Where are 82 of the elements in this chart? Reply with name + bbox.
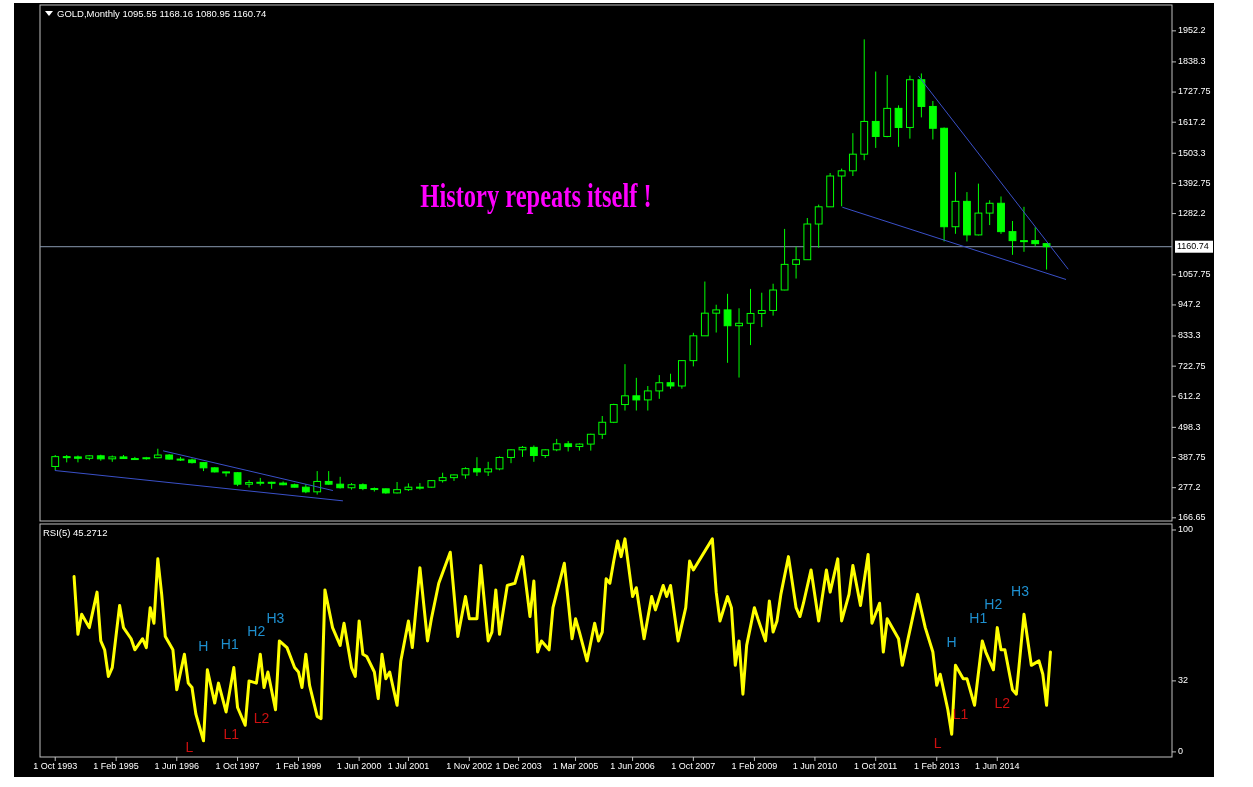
annotation: L2 <box>253 710 270 727</box>
candlestick <box>848 132 857 177</box>
candlestick <box>222 471 230 478</box>
x-tick-label: 1 Feb 2009 <box>731 761 778 771</box>
annotation: H <box>198 638 209 655</box>
x-tick-label: 1 Jun 1996 <box>154 761 200 771</box>
candlestick <box>712 304 721 334</box>
candlestick <box>598 415 607 440</box>
x-tick-label: 1 Oct 1997 <box>215 761 260 771</box>
candlestick <box>871 71 880 149</box>
y-tick-label: 1838.3 <box>1178 56 1206 67</box>
x-tick-label: 1 Feb 1995 <box>93 761 139 771</box>
ref-line-label: 1160.74 <box>1177 241 1209 252</box>
candlestick <box>1008 220 1017 256</box>
annotation: L1 <box>223 725 240 742</box>
candlestick <box>757 292 766 328</box>
annotation: H3 <box>266 609 285 626</box>
y-tick-label: 32 <box>1178 675 1189 686</box>
candlestick <box>769 283 778 317</box>
candlestick <box>814 204 823 249</box>
y-tick-label: 277.2 <box>1178 482 1201 493</box>
x-tick-label: 1 Jun 2006 <box>610 761 655 771</box>
chart-title: GOLD,Monthly 1095.55 1168.16 1080.95 1160.74 <box>57 8 267 19</box>
y-tick-label: 1617.2 <box>1178 116 1206 127</box>
annotation: L1 <box>952 706 969 722</box>
annotation: H <box>946 634 957 651</box>
candlestick <box>894 104 903 148</box>
candlestick <box>416 482 424 491</box>
x-tick-label: 1 Jun 2000 <box>336 761 382 771</box>
candlestick <box>1020 206 1028 253</box>
candlestick <box>393 481 401 494</box>
candlestick <box>473 456 481 477</box>
x-tick-label: 1 Oct 2011 <box>854 761 898 771</box>
candlestick <box>621 363 629 412</box>
candlestick <box>245 479 253 488</box>
y-tick-label: 0 <box>1178 746 1184 757</box>
annotation: H2 <box>247 622 266 639</box>
x-tick-label: 1 Feb 2013 <box>913 761 960 771</box>
x-tick-label: 1 Jun 2014 <box>975 761 1020 771</box>
x-tick-label: 1 Mar 2005 <box>552 761 599 771</box>
candlestick <box>723 293 732 364</box>
y-tick-label: 387.75 <box>1178 451 1206 462</box>
candlestick <box>1031 226 1040 247</box>
candlestick <box>928 100 937 140</box>
x-tick-label: 1 Oct 2007 <box>671 761 716 771</box>
y-tick-label: 1503.3 <box>1178 147 1206 158</box>
y-tick-label: 498.3 <box>1178 421 1201 432</box>
x-tick-label: 1 Oct 1993 <box>33 761 78 771</box>
y-tick-label: 722.75 <box>1178 360 1206 371</box>
candlestick <box>700 281 709 337</box>
y-tick-label: 1952.2 <box>1178 25 1206 36</box>
x-tick-label: 1 Feb 1999 <box>275 761 322 771</box>
y-tick-label: 612.2 <box>1178 390 1201 401</box>
y-tick-label: 1392.75 <box>1178 177 1211 188</box>
y-tick-label: 1727.75 <box>1178 86 1211 97</box>
y-tick-label: 166.65 <box>1178 512 1206 523</box>
candlestick <box>792 246 800 280</box>
annotation: L <box>933 734 942 751</box>
annotation: L <box>185 738 194 755</box>
annotation: H3 <box>1011 583 1030 600</box>
candlestick <box>632 377 641 412</box>
x-tick-label: 1 Nov 2002 <box>446 761 493 771</box>
candlestick <box>985 199 994 226</box>
candlestick <box>974 183 983 236</box>
y-tick-label: 1282.2 <box>1178 207 1206 218</box>
x-tick-label: 1 Dec 2003 <box>495 761 542 771</box>
candlestick <box>837 168 846 207</box>
y-tick-label: 947.2 <box>1178 299 1201 310</box>
x-tick-label: 1 Jul 2001 <box>387 761 430 771</box>
candlestick <box>643 385 652 412</box>
chart-title: RSI(5) 45.2712 <box>43 527 108 538</box>
candlestick <box>746 288 755 346</box>
annotation: H1 <box>220 636 239 653</box>
x-tick-label: 1 Jun 2010 <box>792 761 838 771</box>
annotation: History repeats itself ! <box>420 177 652 214</box>
y-tick-label: 833.3 <box>1178 330 1201 341</box>
candlestick <box>735 307 743 379</box>
y-tick-label: 1057.75 <box>1178 269 1211 280</box>
y-tick-label: 100 <box>1178 524 1194 535</box>
candlestick <box>655 374 664 400</box>
annotation: L2 <box>994 694 1011 711</box>
candlestick <box>529 444 538 463</box>
